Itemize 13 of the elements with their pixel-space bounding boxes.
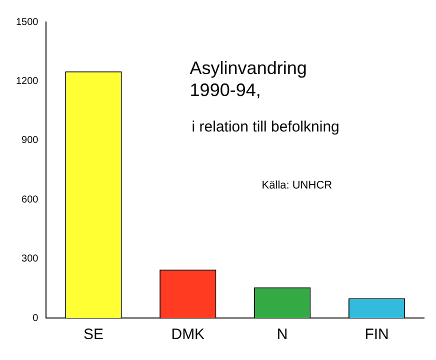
x-tick-label: SE bbox=[83, 326, 104, 344]
y-tick-label: 0 bbox=[32, 312, 39, 324]
y-tick-label: 1200 bbox=[16, 76, 39, 87]
annotation: Källa: UNHCR bbox=[262, 180, 332, 192]
y-tick-label: 900 bbox=[22, 135, 39, 146]
text: i relation till befolkning bbox=[192, 118, 340, 136]
y-tick-label: 300 bbox=[22, 254, 39, 265]
x-tick-label: N bbox=[276, 326, 288, 344]
x-tick-label: DMK bbox=[171, 326, 205, 344]
y-tick-label: 1500 bbox=[16, 16, 39, 28]
x-tick-label: FIN bbox=[364, 326, 389, 344]
y-tick-label: 600 bbox=[22, 194, 39, 206]
text: Asylinvandring 1990-94, bbox=[190, 58, 307, 100]
